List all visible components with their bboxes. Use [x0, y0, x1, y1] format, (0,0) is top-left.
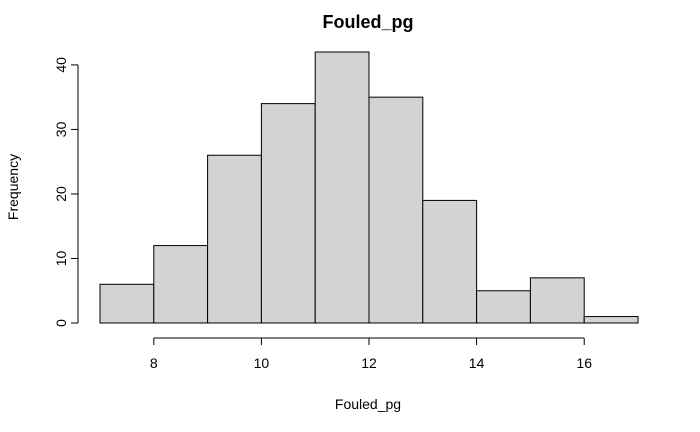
- histogram-bar: [476, 290, 531, 324]
- histogram-bar: [260, 103, 316, 324]
- y-tick-label: 40: [53, 57, 69, 73]
- x-axis-label: Fouled_pg: [335, 396, 401, 412]
- y-tick-label: 10: [53, 250, 69, 266]
- histogram-bar: [583, 316, 639, 324]
- y-tick-label: 0: [53, 319, 69, 327]
- x-tick-label: 16: [576, 355, 592, 371]
- histogram-bar: [99, 283, 155, 324]
- x-tick-label: 14: [469, 355, 485, 371]
- histogram-bar: [368, 96, 424, 324]
- chart-title: Fouled_pg: [323, 12, 414, 32]
- x-tick-label: 10: [254, 355, 270, 371]
- y-tick-label: 30: [53, 121, 69, 137]
- x-tick-label: 12: [361, 355, 377, 371]
- histogram-bar: [207, 154, 262, 324]
- histogram-bar: [529, 277, 585, 324]
- bars-group: [99, 51, 639, 324]
- x-axis: 8 10 12 14 16: [150, 337, 592, 371]
- y-tick-label: 20: [53, 186, 69, 202]
- histogram-bar: [422, 199, 478, 324]
- x-tick-label: 8: [150, 355, 158, 371]
- histogram-bar: [153, 245, 209, 324]
- histogram-bar: [314, 51, 370, 324]
- y-axis-label: Frequency: [5, 154, 21, 220]
- y-axis: 0 10 20 30 40: [53, 57, 79, 327]
